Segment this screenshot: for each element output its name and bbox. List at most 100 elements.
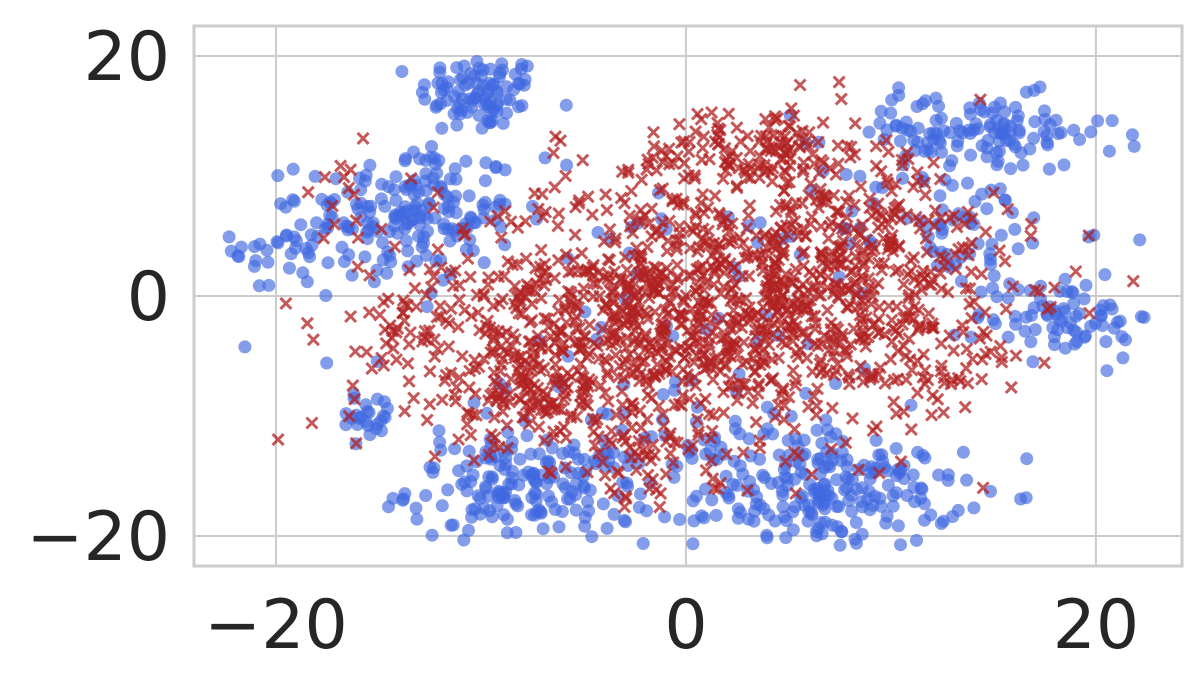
blue-point — [750, 490, 764, 504]
red-point — [514, 368, 528, 382]
blue-point — [869, 433, 883, 447]
red-point — [738, 251, 752, 265]
red-point — [738, 378, 752, 392]
red-point — [749, 415, 763, 429]
red-point — [572, 321, 586, 335]
series-red-crosses — [271, 75, 1140, 514]
blue-point — [498, 163, 512, 177]
red-point — [760, 142, 774, 156]
red-point — [743, 198, 757, 213]
blue-point — [760, 528, 774, 542]
blue-point — [459, 154, 473, 168]
red-point — [365, 362, 379, 376]
red-point — [741, 209, 756, 223]
blue-point — [984, 484, 997, 498]
blue-point — [1009, 100, 1022, 114]
red-point — [912, 214, 926, 228]
red-point — [430, 310, 444, 324]
red-point — [1069, 264, 1083, 279]
red-point — [486, 333, 500, 347]
red-point — [770, 305, 784, 319]
red-point — [492, 440, 506, 454]
red-point — [979, 225, 993, 239]
red-point — [495, 292, 510, 306]
blue-point — [428, 211, 442, 225]
blue-point — [499, 92, 513, 106]
blue-point — [449, 172, 463, 186]
red-point — [576, 341, 590, 355]
red-point — [1082, 228, 1096, 243]
blue-point — [1038, 104, 1051, 118]
red-point — [739, 166, 753, 180]
red-point — [398, 404, 412, 418]
red-point — [374, 222, 388, 236]
blue-point — [811, 522, 825, 536]
blue-point — [634, 487, 647, 501]
blue-point — [476, 63, 490, 77]
red-point — [807, 389, 821, 403]
red-point — [586, 412, 600, 426]
red-point — [934, 364, 948, 378]
blue-point — [427, 461, 441, 475]
red-point — [934, 282, 949, 296]
red-point — [811, 135, 825, 149]
red-point — [348, 392, 362, 406]
red-point — [507, 297, 521, 311]
red-point — [685, 439, 699, 453]
blue-point — [420, 300, 434, 314]
blue-point — [874, 499, 888, 513]
red-point — [784, 276, 798, 290]
red-point — [806, 147, 820, 161]
red-point — [585, 208, 599, 222]
red-point — [717, 406, 731, 420]
red-point — [674, 399, 689, 413]
red-point — [905, 363, 919, 377]
red-point — [814, 353, 828, 367]
blue-point — [464, 210, 478, 224]
red-point — [527, 346, 541, 360]
blue-point — [910, 533, 923, 547]
blue-point — [468, 502, 482, 516]
blue-point — [375, 177, 389, 191]
blue-point — [271, 169, 285, 183]
blue-point — [376, 409, 390, 423]
blue-point — [478, 195, 492, 209]
blue-point — [1100, 364, 1114, 378]
red-point — [421, 333, 435, 347]
red-point — [825, 215, 839, 229]
blue-point — [686, 537, 700, 551]
red-point — [789, 346, 803, 360]
blue-point — [426, 171, 440, 185]
blue-point — [951, 134, 965, 148]
red-point — [800, 351, 814, 365]
red-point — [762, 120, 776, 134]
red-point — [543, 397, 557, 412]
red-point — [765, 352, 779, 366]
blue-point — [943, 126, 957, 139]
red-point — [768, 109, 782, 123]
red-point — [601, 252, 615, 266]
red-point — [814, 182, 828, 196]
red-point — [752, 323, 766, 337]
blue-point — [398, 487, 412, 501]
red-point — [851, 226, 865, 240]
red-point — [534, 291, 548, 305]
blue-point — [477, 98, 491, 111]
red-point — [820, 303, 835, 317]
blue-point — [862, 125, 876, 139]
red-point — [702, 152, 717, 166]
red-point — [513, 293, 528, 308]
blue-point — [761, 422, 774, 436]
red-point — [534, 243, 548, 257]
red-point — [601, 365, 615, 379]
red-point — [402, 337, 416, 351]
red-point — [611, 370, 625, 384]
red-point — [519, 252, 533, 266]
blue-point — [1125, 128, 1139, 142]
blue-point — [534, 505, 548, 519]
red-point — [656, 316, 670, 331]
red-point — [779, 197, 793, 211]
blue-point — [1054, 126, 1068, 140]
red-point — [433, 299, 447, 313]
red-point — [690, 412, 705, 426]
